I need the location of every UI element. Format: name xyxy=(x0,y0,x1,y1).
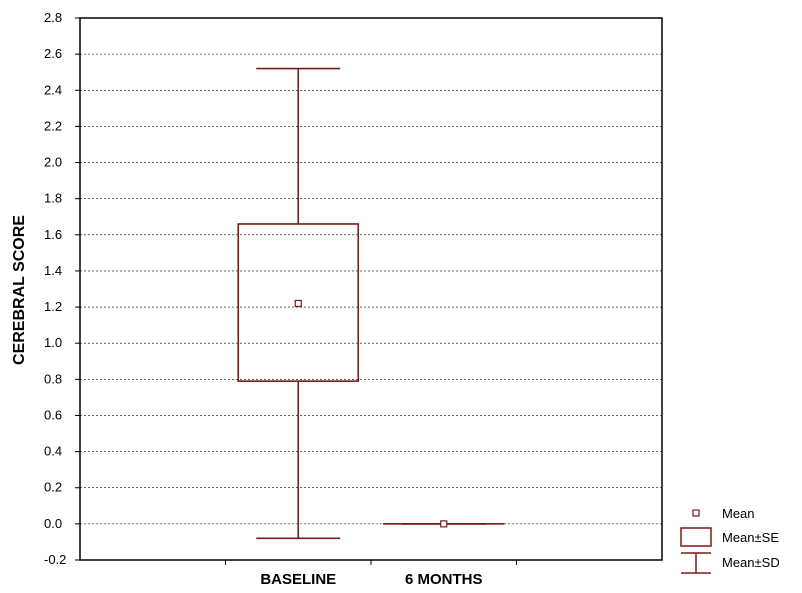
mean-point xyxy=(440,520,448,528)
y-tick-label: 0.6 xyxy=(44,407,62,422)
y-axis-ticks: -0.2 0.0 0.2 0.4 0.6 0.8 1.0 1.2 1.4 1.6 1.8 2.0 2.2… xyxy=(44,10,517,567)
box-2 xyxy=(382,520,505,528)
y-tick-label: 1.2 xyxy=(44,299,62,314)
grid xyxy=(80,53,662,525)
y-tick-label: 1.6 xyxy=(44,227,62,242)
box-1 xyxy=(237,67,360,540)
legend-mean-symbol xyxy=(692,509,700,517)
y-tick-label: 0.8 xyxy=(44,371,62,386)
box-series xyxy=(237,67,505,540)
y-tick-label: 2.6 xyxy=(44,46,62,61)
legend: Mean Mean±SE Mean±SD xyxy=(680,506,780,574)
legend-se-symbol xyxy=(680,527,712,547)
y-tick-label: -0.2 xyxy=(44,552,66,567)
mean-point xyxy=(294,299,302,308)
y-tick-label: 0.0 xyxy=(44,516,62,531)
x-axis-labels: BASELINE 6 MONTHS xyxy=(260,571,482,588)
x-tick-label: BASELINE xyxy=(260,571,336,588)
se-box xyxy=(237,223,360,382)
y-tick-label: 2.0 xyxy=(44,155,62,170)
plot-frame xyxy=(79,17,663,561)
legend-mean-label: Mean xyxy=(722,506,755,521)
legend-sd-label: Mean±SD xyxy=(722,555,780,570)
y-tick-label: 1.4 xyxy=(44,263,62,278)
y-tick-label: 2.4 xyxy=(44,82,62,97)
y-tick-label: 1.0 xyxy=(44,335,62,350)
y-axis-label: CEREBRAL SCORE xyxy=(11,215,28,365)
x-tick-label: 6 MONTHS xyxy=(405,571,483,588)
y-tick-label: 0.2 xyxy=(44,480,62,495)
y-tick-label: 2.8 xyxy=(44,10,62,25)
legend-sd-symbol xyxy=(681,552,711,574)
y-tick-label: 0.4 xyxy=(44,444,62,459)
y-tick-label: 1.8 xyxy=(44,191,62,206)
y-tick-label: 2.2 xyxy=(44,118,62,133)
legend-se-label: Mean±SE xyxy=(722,530,779,545)
